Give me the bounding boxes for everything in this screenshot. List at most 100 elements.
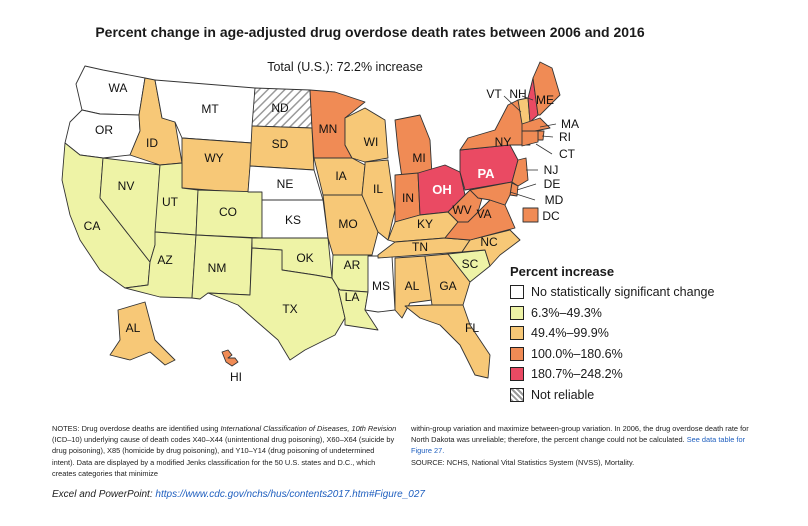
label-nm: NM xyxy=(208,261,227,275)
label-ut: UT xyxy=(162,195,179,209)
label-ne: NE xyxy=(277,177,294,191)
legend-label: Not reliable xyxy=(531,387,595,402)
legend-item: 180.7%–248.2% xyxy=(510,364,714,385)
state-md xyxy=(469,181,513,206)
state-wy xyxy=(181,137,253,194)
state-ri xyxy=(537,130,545,141)
state-dc xyxy=(522,207,539,223)
label-wy: WY xyxy=(204,151,223,165)
label-nd: ND xyxy=(271,101,289,115)
label-mi: MI xyxy=(412,151,425,165)
label-ny: NY xyxy=(495,135,512,149)
label-ks: KS xyxy=(285,213,301,227)
data-table-link[interactable]: See data table for Figure 27. xyxy=(411,435,746,456)
label-md: MD xyxy=(545,193,564,207)
label-sd: SD xyxy=(272,137,289,151)
label-sc: SC xyxy=(462,257,479,271)
label-il: IL xyxy=(373,182,383,196)
state-ma xyxy=(521,117,551,133)
label-ak: AL xyxy=(126,321,141,335)
legend: Percent increase No statistically signif… xyxy=(510,264,714,405)
legend-swatch xyxy=(510,326,524,341)
state-ak xyxy=(109,301,176,366)
footer: Excel and PowerPoint: https://www.cdc.go… xyxy=(52,489,425,500)
notes-right: within-group variation and maximize betw… xyxy=(411,423,749,468)
state-wi xyxy=(344,107,389,163)
label-mt: MT xyxy=(201,102,219,116)
legend-title: Percent increase xyxy=(510,264,615,279)
label-ar: AR xyxy=(344,258,361,272)
state-or xyxy=(64,109,141,159)
label-or: OR xyxy=(95,123,113,137)
source-text: SOURCE: NCHS, National Vital Statistics … xyxy=(411,457,635,467)
label-ok: OK xyxy=(296,251,313,265)
state-me xyxy=(532,61,561,116)
label-hi: HI xyxy=(230,370,242,384)
label-ms: MS xyxy=(372,279,390,293)
notes-left: NOTES: Drug overdose deaths are identifi… xyxy=(52,423,397,479)
notes-text: NOTES: Drug overdose deaths are identifi… xyxy=(52,424,221,433)
label-ca: CA xyxy=(84,219,101,233)
legend-item: 100.0%–180.6% xyxy=(510,344,714,365)
label-de: DE xyxy=(544,177,561,191)
legend-item: 6.3%–49.3% xyxy=(510,303,714,324)
label-me: ME xyxy=(536,93,554,107)
map-subtitle: Total (U.S.): 72.2% increase xyxy=(267,60,423,74)
footer-prefix: Excel and PowerPoint: xyxy=(52,489,156,500)
legend-swatch xyxy=(510,305,524,320)
label-in: IN xyxy=(402,191,414,205)
state-ny xyxy=(459,99,531,151)
label-nv: NV xyxy=(118,179,135,193)
state-wv xyxy=(447,189,484,223)
label-mn: MN xyxy=(319,122,338,136)
label-id: ID xyxy=(146,136,158,150)
label-wv: WV xyxy=(452,203,471,217)
notes-text: (ICD–10) underlying cause of death codes… xyxy=(52,435,395,478)
label-nc: NC xyxy=(480,235,498,249)
state-ct xyxy=(521,130,539,147)
state-hi xyxy=(221,349,239,367)
state-il xyxy=(361,159,396,241)
legend-label: 180.7%–248.2% xyxy=(531,367,623,382)
state-ga xyxy=(424,253,471,306)
label-oh: OH xyxy=(432,182,452,197)
state-tx xyxy=(207,247,346,361)
label-wa: WA xyxy=(109,81,128,95)
state-nj xyxy=(511,157,529,187)
legend-swatch xyxy=(510,346,524,361)
legend-label: 6.3%–49.3% xyxy=(531,305,602,320)
label-tx: TX xyxy=(282,302,297,316)
label-ri: RI xyxy=(559,130,571,144)
label-az: AZ xyxy=(157,253,172,267)
legend-items: No statistically significant change 6.3%–… xyxy=(510,282,714,405)
label-vt: VT xyxy=(486,87,502,101)
state-mi xyxy=(394,114,433,179)
label-ct: CT xyxy=(559,147,576,161)
label-ky: KY xyxy=(417,217,433,231)
label-ia: IA xyxy=(335,169,346,183)
map-title: Percent change in age-adjusted drug over… xyxy=(95,24,645,40)
legend-swatch xyxy=(510,387,524,402)
legend-label: No statistically significant change xyxy=(531,285,715,300)
label-ga: GA xyxy=(439,279,456,293)
legend-swatch xyxy=(510,285,524,300)
label-al: AL xyxy=(405,279,420,293)
notes-icd-title: International Classification of Diseases… xyxy=(220,424,397,433)
legend-swatch xyxy=(510,367,524,382)
label-ma: MA xyxy=(561,117,579,131)
label-tn: TN xyxy=(412,240,428,254)
label-va: VA xyxy=(476,207,491,221)
legend-item: No statistically significant change xyxy=(510,282,714,303)
legend-label: 100.0%–180.6% xyxy=(531,346,623,361)
state-fl xyxy=(404,304,491,379)
footer-url-link[interactable]: https://www.cdc.gov/nchs/hus/contents201… xyxy=(155,489,425,500)
label-dc: DC xyxy=(542,209,560,223)
legend-label: 49.4%–99.9% xyxy=(531,326,609,341)
leader-lines xyxy=(503,95,557,201)
label-nj: NJ xyxy=(544,163,559,177)
label-wi: WI xyxy=(364,135,379,149)
state-labels: WA OR CA NV ID MT WY UT AZ CO NM ND SD N… xyxy=(84,81,579,384)
legend-item: 49.4%–99.9% xyxy=(510,323,714,344)
legend-item: Not reliable xyxy=(510,385,714,406)
